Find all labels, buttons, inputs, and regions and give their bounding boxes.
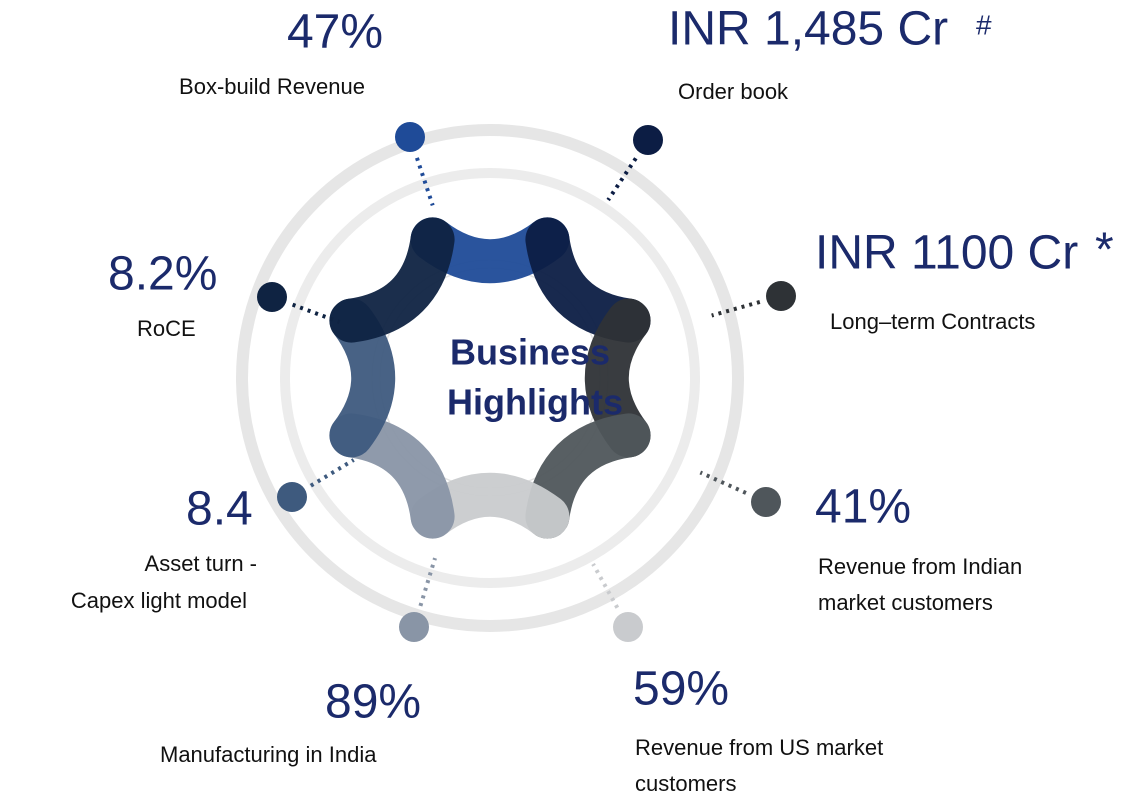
center-title: Highlights bbox=[447, 382, 623, 423]
highlight-label: Manufacturing in India bbox=[160, 742, 377, 767]
highlight-dot bbox=[399, 612, 429, 642]
highlight-note: # bbox=[976, 9, 992, 40]
dotted-connector bbox=[420, 558, 435, 606]
highlight-label: Asset turn - bbox=[145, 551, 257, 576]
infographic: Business Highlights 47% Box-build Revenu… bbox=[0, 0, 1130, 798]
gear-shape bbox=[351, 239, 628, 516]
highlight-dot bbox=[277, 482, 307, 512]
highlight-note: * bbox=[1095, 224, 1114, 277]
highlight-label: Revenue from US market bbox=[635, 735, 883, 760]
center-title: Business bbox=[450, 332, 610, 373]
highlight-label: Revenue from Indian bbox=[818, 554, 1022, 579]
highlight-value: 8.2% bbox=[108, 248, 217, 301]
page: Business Highlights 47% Box-build Revenu… bbox=[0, 0, 1130, 798]
highlight-value: 59% bbox=[633, 663, 729, 716]
highlight-label: Capex light model bbox=[71, 588, 247, 613]
highlight-value: INR 1100 Cr bbox=[815, 227, 1078, 280]
highlight-label: RoCE bbox=[137, 316, 196, 341]
highlight-label: market customers bbox=[818, 590, 993, 615]
highlight-dot bbox=[766, 281, 796, 311]
highlight-value: 8.4 bbox=[186, 483, 253, 536]
highlight-label: Box-build Revenue bbox=[179, 74, 365, 99]
highlight-label: Order book bbox=[678, 79, 789, 104]
highlight-dot bbox=[613, 612, 643, 642]
highlight-value: 89% bbox=[325, 676, 421, 729]
highlight-value: INR 1,485 Cr bbox=[668, 3, 948, 56]
highlight-label: customers bbox=[635, 771, 736, 796]
highlight-dot bbox=[395, 122, 425, 152]
gear-segment bbox=[351, 239, 432, 320]
highlight-label: Long–term Contracts bbox=[830, 309, 1035, 334]
highlight-dot bbox=[257, 282, 287, 312]
highlight-value: 41% bbox=[815, 481, 911, 534]
highlight-dot bbox=[633, 125, 663, 155]
highlight-dot bbox=[751, 487, 781, 517]
highlight-value: 47% bbox=[287, 6, 383, 59]
middle-ring bbox=[285, 173, 695, 583]
dotted-connector bbox=[712, 302, 760, 316]
outer-ring bbox=[242, 130, 738, 626]
